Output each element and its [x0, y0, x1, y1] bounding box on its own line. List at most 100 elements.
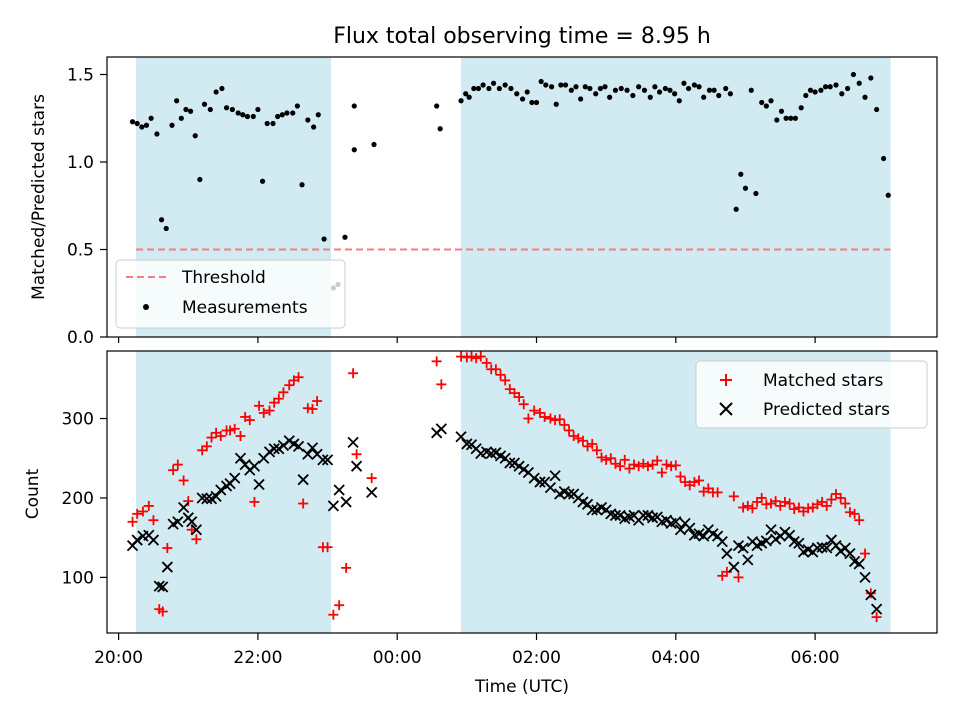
- measurement-point-72: [578, 96, 584, 102]
- predicted-point-35: [297, 474, 309, 486]
- observing-windows-bottom: [136, 351, 891, 633]
- predicted-point-22: [234, 452, 247, 464]
- predicted-point-43: [340, 496, 352, 508]
- predicted-point-40: [321, 454, 334, 466]
- measurement-point-74: [587, 85, 593, 92]
- predicted-point-68: [549, 470, 561, 482]
- measurement-point-63: [533, 99, 540, 106]
- measurement-points: [129, 71, 891, 291]
- measurement-point-22: [240, 112, 246, 118]
- predicted-point-13: [190, 524, 203, 536]
- top-y-tick-label-0: 0.0: [67, 328, 94, 348]
- matched-point-73: [573, 433, 584, 444]
- matched-point-6: [157, 606, 168, 617]
- measurement-point-85: [647, 94, 653, 100]
- measurement-point-113: [788, 115, 794, 121]
- predicted-point-5: [153, 580, 165, 592]
- matched-point-112: [756, 492, 767, 503]
- predicted-point-135: [865, 589, 877, 601]
- measurement-point-75: [593, 91, 599, 97]
- measurement-point-34: [299, 182, 305, 188]
- measurement-point-86: [652, 84, 658, 90]
- measurement-point-92: [681, 80, 687, 86]
- predicted-point-6: [157, 581, 169, 593]
- measurement-point-47: [437, 126, 443, 132]
- predicted-point-4: [147, 534, 160, 546]
- bottom-legend: Matched stars Predicted stars: [695, 360, 928, 429]
- predicted-point-131: [844, 547, 856, 560]
- matched-point-77: [591, 445, 602, 456]
- predicted-point-25: [248, 460, 261, 472]
- predicted-point-126: [821, 542, 833, 554]
- matched-point-44: [348, 368, 359, 379]
- measurement-point-60: [519, 96, 526, 102]
- measurement-point-101: [727, 91, 733, 97]
- measurement-point-70: [568, 87, 574, 93]
- measurement-point-32: [290, 110, 296, 116]
- measurement-point-11: [183, 106, 189, 113]
- matched-point-117: [779, 496, 790, 507]
- measurement-point-52: [475, 85, 482, 92]
- matched-point-85: [629, 459, 640, 470]
- measurement-point-117: [807, 87, 814, 93]
- measurement-point-93: [685, 85, 692, 92]
- measurement-point-124: [845, 85, 851, 92]
- predicted-point-36: [302, 448, 314, 460]
- measurement-point-55: [490, 80, 497, 86]
- measurement-point-79: [612, 87, 619, 93]
- measurement-point-96: [701, 94, 707, 100]
- measurement-point-84: [641, 87, 648, 93]
- matched-point-106: [728, 491, 739, 502]
- matched-point-47: [431, 356, 442, 367]
- matched-point-135: [865, 588, 876, 599]
- predicted-point-95: [674, 524, 687, 536]
- predicted-point-87: [637, 509, 649, 522]
- matched-point-8: [168, 465, 179, 476]
- matched-point-40: [322, 542, 333, 553]
- predicted-legend-label: Predicted stars: [763, 400, 890, 420]
- measurement-point-25: [255, 106, 261, 113]
- matched-point-22: [235, 430, 246, 441]
- measurement-point-82: [630, 92, 636, 99]
- matched-point-3: [143, 500, 154, 511]
- matched-point-90: [652, 455, 663, 466]
- predicted-legend-swatch: [719, 402, 733, 416]
- matched-point-56: [490, 364, 501, 375]
- x-tick-label-0: 20:00: [94, 648, 143, 668]
- measurements-legend-swatch: [143, 304, 149, 310]
- measurement-point-126: [856, 80, 862, 86]
- measurement-point-130: [881, 155, 887, 162]
- matched-point-63: [523, 413, 534, 424]
- measurement-point-53: [480, 82, 486, 88]
- measurement-point-69: [562, 82, 569, 88]
- matched-point-35: [298, 498, 309, 509]
- predicted-point-114: [765, 524, 777, 536]
- matched-point-92: [661, 459, 672, 470]
- measurement-point-57: [502, 82, 508, 88]
- measurement-point-98: [711, 87, 717, 93]
- matched-point-62: [518, 399, 529, 410]
- matched-legend-label: Matched stars: [763, 371, 883, 391]
- bottom-x-ticks: 20:00 22:00 00:00 02:00 04:00 06:00: [94, 633, 840, 668]
- matched-point-126: [821, 500, 832, 511]
- matched-point-98: [689, 477, 700, 488]
- measurement-point-31: [284, 110, 290, 116]
- matched-point-67: [545, 413, 556, 424]
- predicted-point-45: [350, 460, 363, 472]
- top-y-tick-label-3: 1.5: [67, 66, 94, 86]
- matched-point-131: [844, 507, 855, 518]
- matched-point-107: [733, 572, 744, 583]
- ratio-panel: 0.0 0.5 1.0 1.5 Matched/Predicted stars Thr…: [29, 56, 938, 348]
- matched-point-94: [670, 460, 681, 471]
- matched-point-51: [466, 351, 477, 362]
- measurement-point-80: [618, 85, 624, 92]
- measurement-point-29: [275, 113, 281, 120]
- matched-point-110: [747, 503, 758, 514]
- matched-point-119: [789, 504, 800, 515]
- measurement-point-65: [543, 82, 549, 88]
- predicted-point-39: [317, 454, 329, 466]
- measurement-point-20: [229, 106, 235, 113]
- measurement-point-95: [696, 84, 702, 90]
- measurement-point-50: [466, 94, 472, 100]
